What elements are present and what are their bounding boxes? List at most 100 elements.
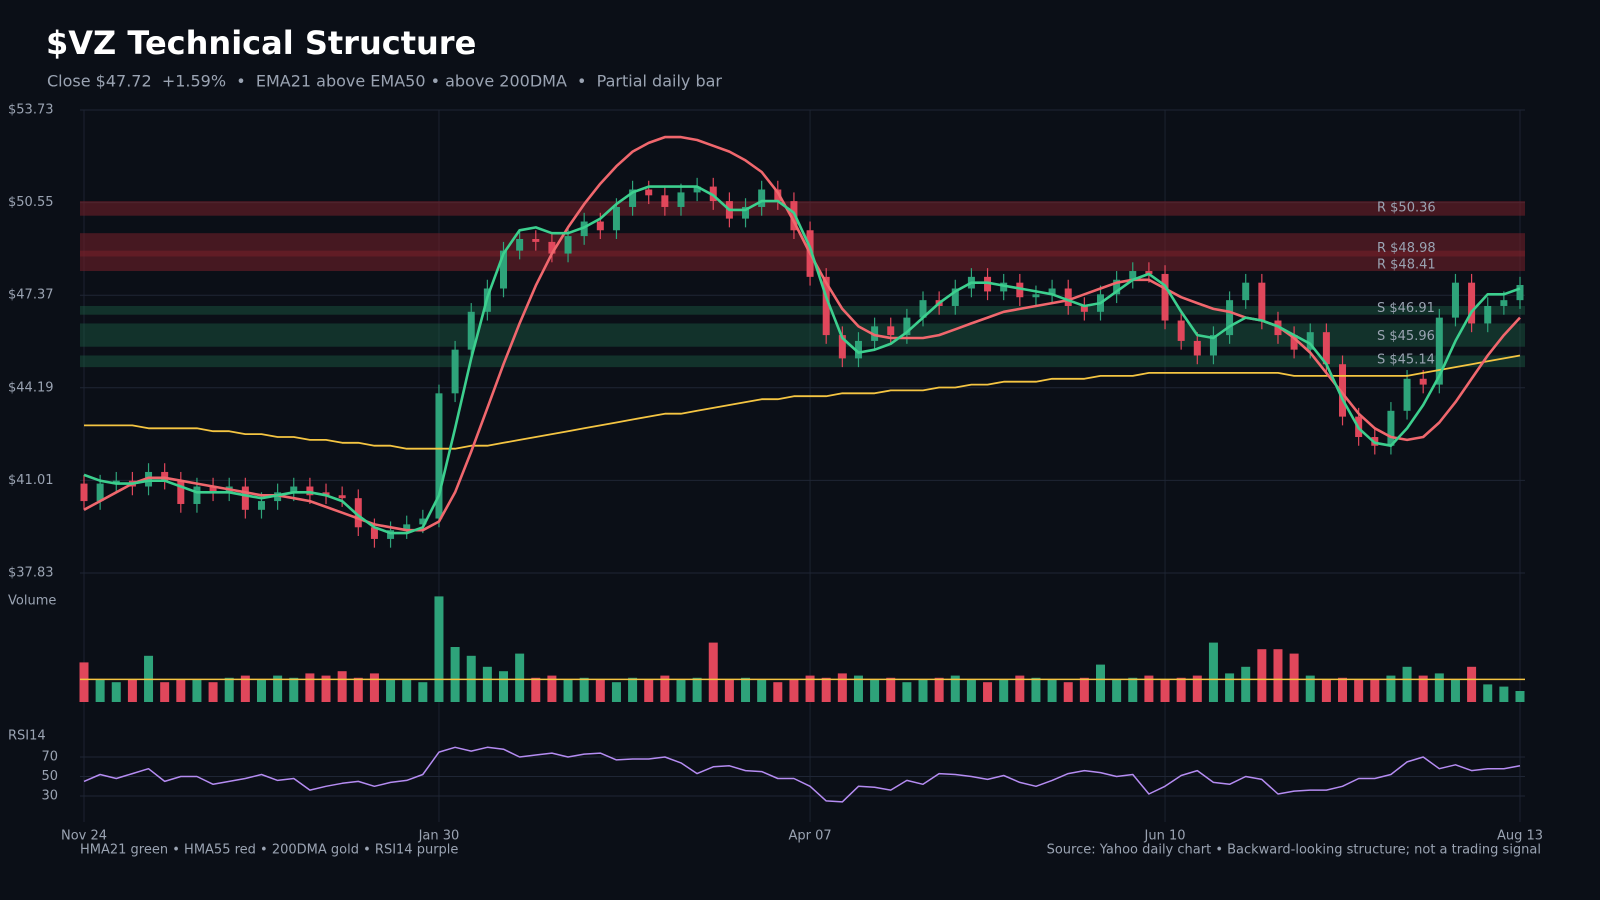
x-tick-label: Jan 30 (418, 829, 460, 844)
rsi-tick-label: 70 (41, 750, 58, 765)
candle-body (1339, 364, 1347, 417)
volume-bar (1338, 677, 1348, 702)
volume-bar (595, 680, 605, 702)
zone-band (80, 250, 1525, 272)
candle-body (500, 250, 508, 289)
candle-body (1322, 332, 1330, 365)
candle-body (1484, 305, 1492, 324)
candle-body (1193, 340, 1201, 356)
volume-bar (886, 677, 896, 702)
volume-bar (1176, 677, 1186, 702)
x-tick-label: Nov 24 (61, 829, 107, 844)
volume-bar (111, 682, 121, 702)
volume-bar (934, 677, 944, 702)
candle-body (96, 483, 104, 502)
volume-bar (192, 680, 202, 702)
volume-bar (224, 677, 234, 702)
footer-legend: HMA21 green • HMA55 red • 200DMA gold • … (80, 843, 458, 858)
candle-body (774, 189, 782, 202)
volume-bar (160, 682, 170, 702)
candle-body (887, 326, 895, 336)
volume-bar (1225, 673, 1235, 702)
zone-band (80, 323, 1525, 347)
volume-bar (644, 680, 654, 702)
volume-bar (482, 666, 492, 702)
candle-body (903, 317, 911, 336)
volume-bar (1434, 673, 1444, 702)
volume-bar (1321, 680, 1331, 702)
candle-body (1500, 300, 1508, 306)
volume-bar (628, 677, 638, 702)
volume-bar (692, 677, 702, 702)
rsi-tick-label: 50 (41, 769, 58, 784)
volume-bar (1354, 680, 1364, 702)
y-tick-label: $47.37 (8, 288, 54, 303)
zone-label: S $45.14 (1377, 353, 1435, 368)
indicator-line (83, 185, 1521, 535)
volume-bar (789, 680, 799, 702)
chart-title: $VZ Technical Structure (46, 24, 476, 62)
candle-body (693, 186, 701, 193)
chart-subtitle: Close $47.72 +1.59% • EMA21 above EMA50 … (47, 72, 722, 91)
candle-body (112, 480, 120, 484)
candle-body (1435, 317, 1443, 385)
volume-bar (1273, 649, 1283, 702)
volume-bar (176, 680, 186, 702)
volume-bar (1467, 666, 1477, 702)
volume-bar (273, 675, 283, 702)
volume-bar (1418, 675, 1428, 702)
volume-bar (676, 680, 686, 702)
volume-bar (402, 680, 412, 702)
candle-body (354, 498, 362, 528)
candle-body (177, 480, 185, 504)
candle-body (193, 486, 201, 504)
candle-body (1419, 378, 1427, 385)
volume-bar (1112, 680, 1122, 702)
zone-band (80, 355, 1525, 368)
volume-bar (741, 677, 751, 702)
volume-bar (1063, 682, 1073, 702)
candle-body (1516, 285, 1524, 301)
candle-body (1209, 335, 1217, 356)
candle-body (1080, 305, 1088, 312)
candle-body (677, 192, 685, 207)
candle-body (403, 524, 411, 531)
candle-body (854, 340, 862, 359)
candle-body (451, 349, 459, 394)
candle-body (612, 206, 620, 231)
candle-body (548, 241, 556, 254)
zone-label: R $50.36 (1377, 201, 1436, 216)
volume-bar (983, 682, 993, 702)
candle-body (1145, 271, 1153, 274)
volume-bar (515, 653, 525, 702)
candle-body (1242, 282, 1250, 301)
candle-body (435, 393, 443, 519)
volume-bar (547, 675, 557, 702)
volume-bar (611, 682, 621, 702)
volume-bar (79, 662, 89, 702)
candle-body (951, 288, 959, 306)
volume-bar (999, 680, 1009, 702)
volume-bar (1305, 675, 1315, 702)
y-tick-label: $37.83 (8, 566, 54, 581)
candle-body (580, 221, 588, 237)
volume-bar (1128, 677, 1138, 702)
candle-body (984, 276, 992, 292)
volume-bar (660, 675, 670, 702)
candle-body (257, 501, 265, 510)
volume-bar (821, 677, 831, 702)
zone-label: R $48.41 (1377, 257, 1436, 272)
y-tick-label: $44.19 (8, 380, 54, 395)
volume-bar (369, 673, 379, 702)
y-tick-label: $41.01 (8, 473, 54, 488)
candle-body (1468, 282, 1476, 324)
candle-body (306, 486, 314, 496)
volume-bar (418, 682, 428, 702)
volume-bar (1079, 677, 1089, 702)
volume-bar (1483, 684, 1493, 702)
volume-bar (1047, 680, 1057, 702)
volume-bar (208, 682, 218, 702)
